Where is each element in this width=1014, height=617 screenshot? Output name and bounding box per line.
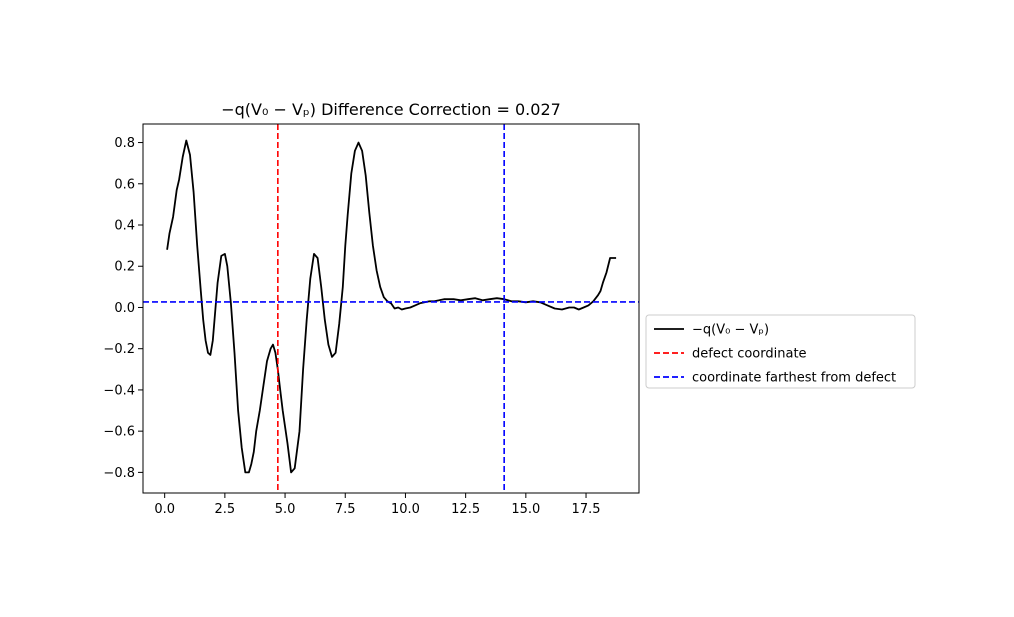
x-tick-label: 17.5 [572,502,601,517]
y-tick-label: 0.0 [114,301,135,316]
x-tick-label: 2.5 [215,502,236,517]
x-tick-label: 10.0 [391,502,420,517]
y-tick-label: −0.6 [103,425,135,440]
legend-entry-label: −q(V₀ − Vₚ) [692,323,769,338]
series-line-potential [166,139,617,474]
y-tick-label: −0.8 [103,466,135,481]
plot-layer [143,124,639,493]
x-tick-label: 5.0 [275,502,296,517]
y-tick-label: 0.2 [114,260,135,275]
x-tick-label: 12.5 [451,502,480,517]
y-tick-label: 0.4 [114,219,135,234]
x-tick-label: 15.0 [511,502,540,517]
plot-area [143,124,639,493]
y-tick-label: 0.6 [114,177,135,192]
axes-layer: 0.0 2.5 5.0 7.5 10.0 12.5 15.0 17.5 −0.8 −0.6 −0.4… [103,123,640,517]
legend-entry-label: defect coordinate [692,347,807,362]
axes-frame [142,123,640,494]
x-tick-label: 7.5 [335,502,356,517]
y-tick-label: −0.2 [103,342,135,357]
chart-title: −q(V₀ − Vₚ) Difference Correction = 0.02… [221,100,561,119]
x-tick-label: 0.0 [154,502,175,517]
y-tick-label: 0.8 [114,136,135,151]
legend-entry-label: coordinate farthest from defect [692,371,896,386]
legend: −q(V₀ − Vₚ) defect coordinate coordinate f… [645,314,916,389]
legend-box [645,314,916,389]
y-tick-label: −0.4 [103,383,135,398]
